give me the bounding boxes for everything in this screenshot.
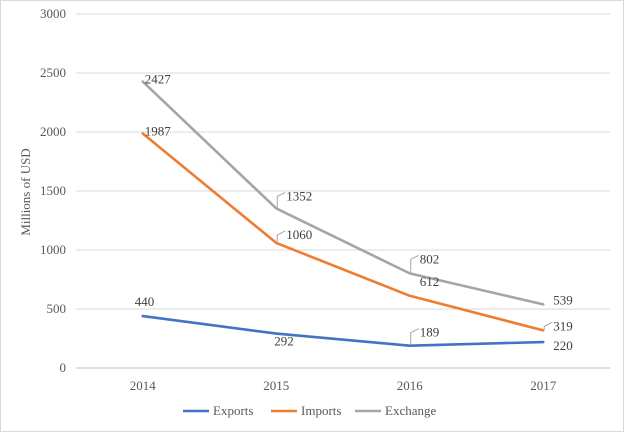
data-label-exchange: 1352: [286, 188, 312, 203]
gridlines: [76, 13, 610, 369]
series-line-exchange: [141, 80, 545, 306]
series-lines: [141, 80, 545, 347]
y-tick-label: 2000: [40, 124, 66, 139]
y-tick-label: 1000: [40, 242, 66, 257]
y-tick-label: 0: [60, 360, 67, 375]
legend-label-exports: Exports: [213, 403, 253, 418]
x-tick-label: 2014: [130, 378, 157, 393]
x-tick-label: 2016: [397, 378, 424, 393]
y-axis-title: Millions of USD: [18, 148, 33, 235]
data-label-exchange: 2427: [145, 72, 172, 87]
legend: Exports Imports Exchange: [183, 403, 436, 418]
x-tick-label: 2017: [530, 378, 557, 393]
y-tick-label: 500: [47, 301, 67, 316]
y-tick-label: 3000: [40, 6, 66, 21]
callout-leader: [276, 192, 286, 208]
data-label-exports: 189: [420, 325, 440, 340]
data-label-exports: 440: [135, 294, 155, 309]
data-label-imports: 612: [420, 274, 440, 289]
callout-leader: [543, 321, 553, 330]
callout-leader: [276, 230, 286, 242]
data-labels: 440 292 189 220 1987 1060 612 319 2427 1352 802 539: [135, 72, 573, 353]
data-label-imports: 1987: [145, 124, 172, 139]
x-tick-label: 2015: [263, 378, 289, 393]
callout-leader: [410, 254, 419, 273]
data-label-imports: 319: [553, 318, 573, 333]
data-label-exchange: 802: [420, 251, 440, 266]
data-label-exports: 292: [274, 334, 294, 349]
data-label-exports: 220: [553, 338, 573, 353]
data-label-exchange: 539: [553, 292, 573, 307]
series-line-imports: [141, 132, 545, 332]
y-axis-ticks: 0 500 1000 1500 2000 2500 3000: [40, 6, 66, 375]
y-tick-label: 2500: [40, 65, 66, 80]
data-label-imports: 1060: [286, 227, 312, 242]
callout-leader: [410, 328, 419, 345]
legend-label-exchange: Exchange: [385, 403, 436, 418]
legend-label-imports: Imports: [301, 403, 341, 418]
series-line-exports: [141, 314, 545, 347]
x-axis-ticks: 2014 2015 2016 2017: [130, 378, 557, 393]
y-tick-label: 1500: [40, 183, 66, 198]
data-label-callouts: [276, 192, 553, 345]
